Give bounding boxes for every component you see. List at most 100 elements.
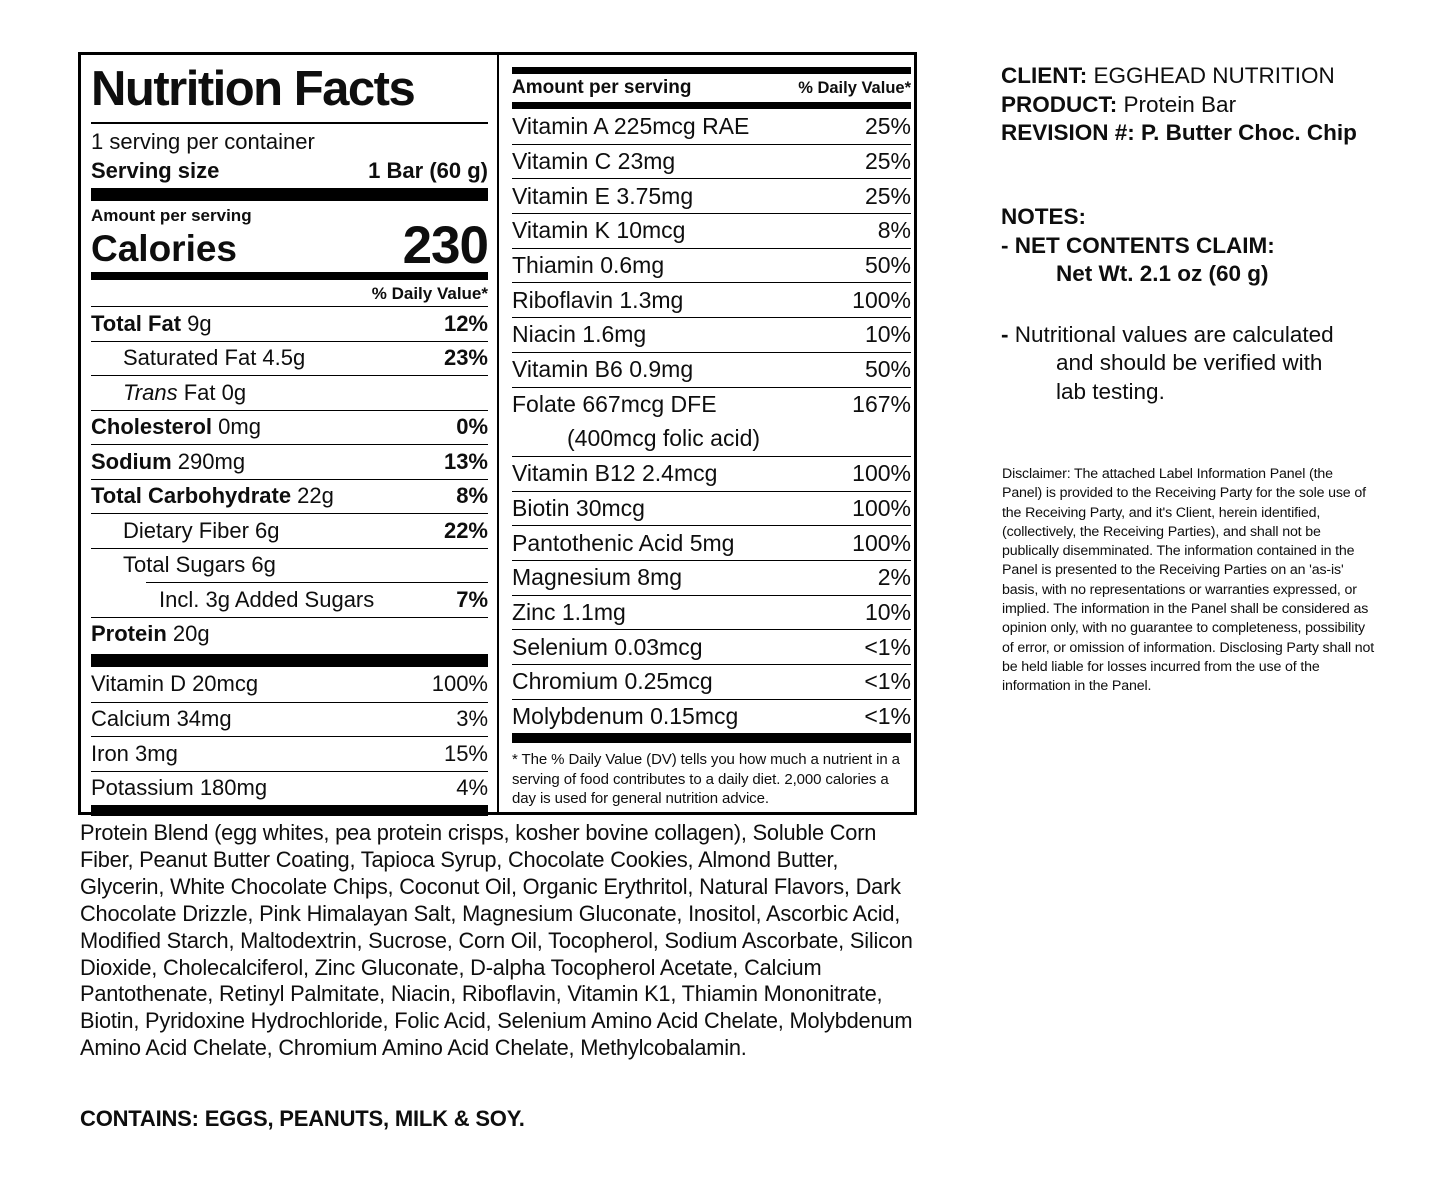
- daily-value: 2%: [877, 564, 911, 591]
- mineral-row: Vitamin D 20mcg 100%: [91, 667, 488, 702]
- daily-value: 50%: [864, 356, 911, 383]
- revision-value: P. Butter Choc. Chip: [1134, 120, 1357, 145]
- vitamin-row: Biotin 30mcg 100%: [512, 490, 911, 526]
- nutrient-name: Vitamin C 23mg: [512, 148, 676, 175]
- nutrient-name: Calcium 34mg: [91, 706, 232, 732]
- calories-row: Calories 230: [91, 216, 489, 275]
- nutrition-facts-vitamin-column: Amount per serving % Daily Value* Vitami…: [512, 67, 911, 809]
- nutritional-note-line1: - Nutritional values are calculated: [1001, 321, 1334, 347]
- vitamin-rows: Vitamin A 225mcg RAE 25% Vitamin C 23mg 25%…: [512, 109, 911, 733]
- vitamin-row: Thiamin 0.6mg 50%: [512, 247, 911, 283]
- nutrient-name: Folate 667mcg DFE: [512, 390, 717, 417]
- serving-size-value: 1 Bar (60 g): [368, 158, 488, 183]
- amount-per-serving-label: Amount per serving: [91, 206, 252, 225]
- notes-title: NOTES:: [1001, 204, 1087, 229]
- client-value: EGGHEAD NUTRITION: [1087, 63, 1335, 88]
- daily-value: 100%: [852, 460, 911, 487]
- vitamin-row: Chromium 0.25mcg <1%: [512, 664, 911, 699]
- thick-bar: [91, 188, 488, 201]
- daily-value: 25%: [864, 148, 911, 175]
- daily-value: 100%: [431, 671, 488, 697]
- amount-per-serving-label: Amount per serving: [512, 77, 692, 98]
- daily-value: 3%: [456, 706, 488, 732]
- vitamin-row: Vitamin E 3.75mg 25%: [512, 178, 911, 213]
- nutrient-name: Vitamin B12 2.4mcg: [512, 460, 718, 487]
- nutrient-row: Trans Fat 0g: [91, 375, 488, 410]
- nutrient-name: Biotin 30mcg: [512, 494, 645, 521]
- mineral-rows: Vitamin D 20mcg 100% Calcium 34mg 3% Iron 3m…: [91, 667, 488, 805]
- daily-value: <1%: [864, 668, 911, 695]
- daily-value: 10%: [864, 321, 911, 348]
- nutrient-row: Dietary Fiber 6g 22%: [91, 513, 488, 548]
- medium-bar: [91, 272, 488, 280]
- daily-value: 8%: [456, 483, 488, 509]
- vitamin-row: Vitamin A 225mcg RAE 25%: [512, 109, 911, 144]
- daily-value: 25%: [864, 112, 911, 139]
- nutrient-row: Total Sugars 6g: [91, 547, 488, 583]
- vitamin-row: Vitamin C 23mg 25%: [512, 143, 911, 179]
- note-dash: -: [1001, 321, 1015, 347]
- nutrient-name: Vitamin D 20mcg: [91, 671, 259, 697]
- nutrient-name: Total Carbohydrate 22g: [91, 483, 334, 509]
- daily-value: 167%: [852, 390, 911, 417]
- ingredients-paragraph: Protein Blend (egg whites, pea protein c…: [80, 820, 913, 1061]
- vitamin-column-header: Amount per serving % Daily Value*: [512, 74, 911, 102]
- nutrient-name: Protein 20g: [91, 621, 210, 647]
- daily-value: 15%: [443, 740, 488, 766]
- nutrient-name: Saturated Fat 4.5g: [123, 345, 306, 371]
- vitamin-row: Vitamin B12 2.4mcg 100%: [512, 455, 911, 491]
- disclaimer-paragraph: Disclaimer: The attached Label Informati…: [1002, 466, 1375, 695]
- nutrient-name: Zinc 1.1mg: [512, 598, 626, 625]
- column-divider: [497, 55, 499, 812]
- nutrition-facts-main-column: Nutrition Facts 1 serving per container …: [91, 61, 489, 816]
- nutrient-name: Sodium 290mg: [91, 448, 246, 474]
- vitamin-row: Vitamin B6 0.9mg 50%: [512, 351, 911, 387]
- daily-value: 100%: [852, 286, 911, 313]
- nutrient-row: Total Fat 9g 12%: [91, 306, 488, 341]
- nutrient-name: Thiamin 0.6mg: [512, 252, 665, 279]
- nutrition-facts-panel: Nutrition Facts 1 serving per container …: [78, 52, 917, 816]
- net-contents-claim-label: - NET CONTENTS CLAIM:: [1001, 232, 1275, 258]
- allergen-statement: CONTAINS: EGGS, PEANUTS, MILK & SOY.: [80, 1106, 525, 1131]
- daily-value: 8%: [877, 217, 911, 244]
- client-line: CLIENT: EGGHEAD NUTRITION: [1001, 62, 1357, 91]
- daily-value: 7%: [456, 586, 488, 612]
- nutrient-name: Total Fat 9g: [91, 310, 212, 336]
- client-info-block: CLIENT: EGGHEAD NUTRITION PRODUCT: Prote…: [1001, 62, 1357, 148]
- revision-label: REVISION #:: [1001, 120, 1135, 145]
- vitamin-row: Vitamin K 10mcg 8%: [512, 213, 911, 248]
- daily-value-header: % Daily Value*: [798, 78, 911, 97]
- product-value: Protein Bar: [1117, 91, 1237, 117]
- nutrient-row: Sodium 290mg 13%: [91, 444, 488, 479]
- nutrient-name: Incl. 3g Added Sugars: [159, 586, 375, 612]
- vitamin-row: (400mcg folic acid): [512, 421, 911, 456]
- product-label: PRODUCT:: [1001, 91, 1118, 117]
- nutrient-name: Riboflavin 1.3mg: [512, 286, 684, 313]
- nutrient-row: Cholesterol 0mg 0%: [91, 409, 488, 445]
- thick-bar: [91, 805, 488, 816]
- nutrient-row: Saturated Fat 4.5g 23%: [91, 340, 488, 376]
- daily-value: <1%: [864, 703, 911, 730]
- nutrient-row: Total Carbohydrate 22g 8%: [91, 478, 488, 514]
- daily-value: 22%: [443, 517, 488, 543]
- nutrient-name: Iron 3mg: [91, 740, 178, 766]
- mineral-row: Iron 3mg 15%: [91, 736, 488, 771]
- nutrient-name: Vitamin B6 0.9mg: [512, 356, 694, 383]
- nutrient-row: Protein 20g: [91, 616, 488, 652]
- calories-value: 230: [402, 216, 489, 275]
- nutrient-name: Molybdenum 0.15mcg: [512, 703, 739, 730]
- nutrient-name: Cholesterol 0mg: [91, 414, 261, 440]
- revision-line: REVISION #: P. Butter Choc. Chip: [1001, 119, 1357, 148]
- net-contents-claim-value: Net Wt. 2.1 oz (60 g): [1056, 261, 1269, 286]
- nutrient-name: Vitamin A 225mcg RAE: [512, 112, 750, 139]
- nutrient-name: Selenium 0.03mcg: [512, 633, 703, 660]
- nutrient-name: Total Sugars 6g: [123, 552, 276, 578]
- vitamin-row: Zinc 1.1mg 10%: [512, 594, 911, 630]
- daily-value: 23%: [443, 345, 488, 371]
- product-line: PRODUCT: Protein Bar: [1001, 91, 1357, 120]
- nutrient-name: Vitamin K 10mcg: [512, 217, 686, 244]
- vitamin-row: Selenium 0.03mcg <1%: [512, 629, 911, 664]
- serving-size-label: Serving size: [91, 158, 220, 183]
- nutritional-note-line2: and should be verified with: [1056, 350, 1323, 375]
- mineral-row: Calcium 34mg 3%: [91, 701, 488, 737]
